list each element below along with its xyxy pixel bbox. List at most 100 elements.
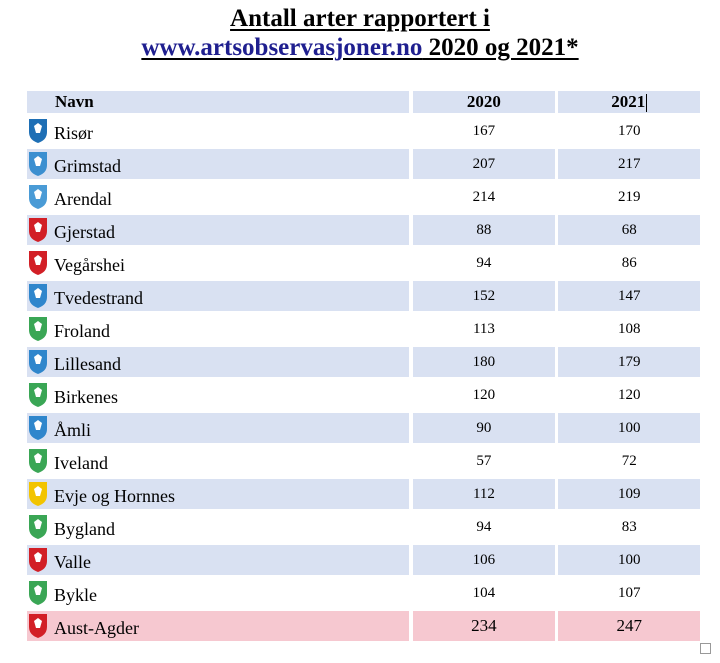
header-navn: Navn <box>27 91 410 113</box>
vegarshei-crest-icon <box>29 251 47 275</box>
table-row: Arendal 214 219 <box>27 182 700 212</box>
municipality-name: Åmli <box>54 420 92 440</box>
table-row: Bygland 94 83 <box>27 512 700 542</box>
municipality-name: Evje og Hornnes <box>54 486 175 506</box>
value-2021: 107 <box>558 578 700 608</box>
table-row: Valle 106 100 <box>27 545 700 575</box>
lillesand-crest-icon <box>29 350 47 374</box>
table-header-row: Navn 2020 2021 <box>27 91 700 113</box>
aust-agder-crest-icon <box>29 614 47 638</box>
value-2020: 234 <box>413 611 555 641</box>
table-row: Froland 113 108 <box>27 314 700 344</box>
amli-crest-icon <box>29 416 47 440</box>
municipality-cell: Arendal <box>27 182 410 212</box>
municipality-cell: Iveland <box>27 446 410 476</box>
value-2020: 207 <box>413 149 555 179</box>
risor-crest-icon <box>29 119 47 143</box>
municipality-name: Tvedestrand <box>54 288 143 308</box>
gjerstad-crest-icon <box>29 218 47 242</box>
value-2020: 94 <box>413 512 555 542</box>
value-2021: 72 <box>558 446 700 476</box>
value-2021: 219 <box>558 182 700 212</box>
table-row: Lillesand 180 179 <box>27 347 700 377</box>
tvedestrand-crest-icon <box>29 284 47 308</box>
value-2020: 106 <box>413 545 555 575</box>
municipality-name: Risør <box>54 123 94 143</box>
table-row: Risør 167 170 <box>27 116 700 146</box>
total-row: Aust-Agder 234 247 <box>27 611 700 641</box>
title-line-2: www.artsobservasjoner.no 2020 og 2021* <box>0 33 720 62</box>
valle-crest-icon <box>29 548 47 572</box>
value-2021: 100 <box>558 413 700 443</box>
municipality-cell: Risør <box>27 116 410 146</box>
municipality-name: Bykle <box>54 585 97 605</box>
value-2020: 94 <box>413 248 555 278</box>
municipality-cell: Bygland <box>27 512 410 542</box>
value-2020: 120 <box>413 380 555 410</box>
value-2021: 217 <box>558 149 700 179</box>
municipality-cell: Bykle <box>27 578 410 608</box>
text-cursor <box>646 94 648 113</box>
froland-crest-icon <box>29 317 47 341</box>
value-2020: 180 <box>413 347 555 377</box>
value-2020: 152 <box>413 281 555 311</box>
municipality-cell: Birkenes <box>27 380 410 410</box>
municipality-name: Aust-Agder <box>54 618 139 638</box>
value-2020: 104 <box>413 578 555 608</box>
table-row: Gjerstad 88 68 <box>27 215 700 245</box>
page-title: Antall arter rapportert i www.artsobserv… <box>0 4 720 62</box>
header-2021: 2021 <box>558 91 700 113</box>
value-2021: 86 <box>558 248 700 278</box>
value-2021: 170 <box>558 116 700 146</box>
table-row: Evje og Hornnes 112 109 <box>27 479 700 509</box>
municipality-name: Bygland <box>54 519 115 539</box>
value-2021: 147 <box>558 281 700 311</box>
bykle-crest-icon <box>29 581 47 605</box>
table-row: Bykle 104 107 <box>27 578 700 608</box>
municipality-cell: Vegårshei <box>27 248 410 278</box>
table-row: Åmli 90 100 <box>27 413 700 443</box>
municipality-name: Arendal <box>54 189 112 209</box>
bygland-crest-icon <box>29 515 47 539</box>
value-2021: 179 <box>558 347 700 377</box>
arendal-crest-icon <box>29 185 47 209</box>
value-2020: 113 <box>413 314 555 344</box>
species-table: Navn 2020 2021 Risør 167 170 Grimstad 207 217… <box>27 88 700 644</box>
value-2020: 88 <box>413 215 555 245</box>
municipality-cell: Grimstad <box>27 149 410 179</box>
municipality-name: Iveland <box>54 453 108 473</box>
municipality-cell: Froland <box>27 314 410 344</box>
artsobservasjoner-link[interactable]: www.artsobservasjoner.no <box>141 34 423 61</box>
evje-crest-icon <box>29 482 47 506</box>
municipality-name: Froland <box>54 321 110 341</box>
municipality-cell: Evje og Hornnes <box>27 479 410 509</box>
header-2020: 2020 <box>413 91 555 113</box>
value-2021: 100 <box>558 545 700 575</box>
value-2020: 90 <box>413 413 555 443</box>
title-line-1: Antall arter rapportert i <box>230 5 490 32</box>
municipality-cell: Åmli <box>27 413 410 443</box>
value-2020: 214 <box>413 182 555 212</box>
municipality-cell: Tvedestrand <box>27 281 410 311</box>
value-2020: 167 <box>413 116 555 146</box>
value-2021: 109 <box>558 479 700 509</box>
value-2021: 108 <box>558 314 700 344</box>
municipality-name: Valle <box>54 552 91 572</box>
municipality-cell: Gjerstad <box>27 215 410 245</box>
value-2021: 68 <box>558 215 700 245</box>
municipality-name: Lillesand <box>54 354 121 374</box>
table-row: Birkenes 120 120 <box>27 380 700 410</box>
grimstad-crest-icon <box>29 152 47 176</box>
municipality-name: Vegårshei <box>54 255 125 275</box>
title-years: 2020 og 2021* <box>422 34 579 61</box>
value-2020: 57 <box>413 446 555 476</box>
value-2020: 112 <box>413 479 555 509</box>
value-2021: 83 <box>558 512 700 542</box>
iveland-crest-icon <box>29 449 47 473</box>
table-row: Grimstad 207 217 <box>27 149 700 179</box>
table-row: Tvedestrand 152 147 <box>27 281 700 311</box>
municipality-cell: Aust-Agder <box>27 611 410 641</box>
resize-handle[interactable] <box>700 643 711 654</box>
birkenes-crest-icon <box>29 383 47 407</box>
municipality-cell: Valle <box>27 545 410 575</box>
